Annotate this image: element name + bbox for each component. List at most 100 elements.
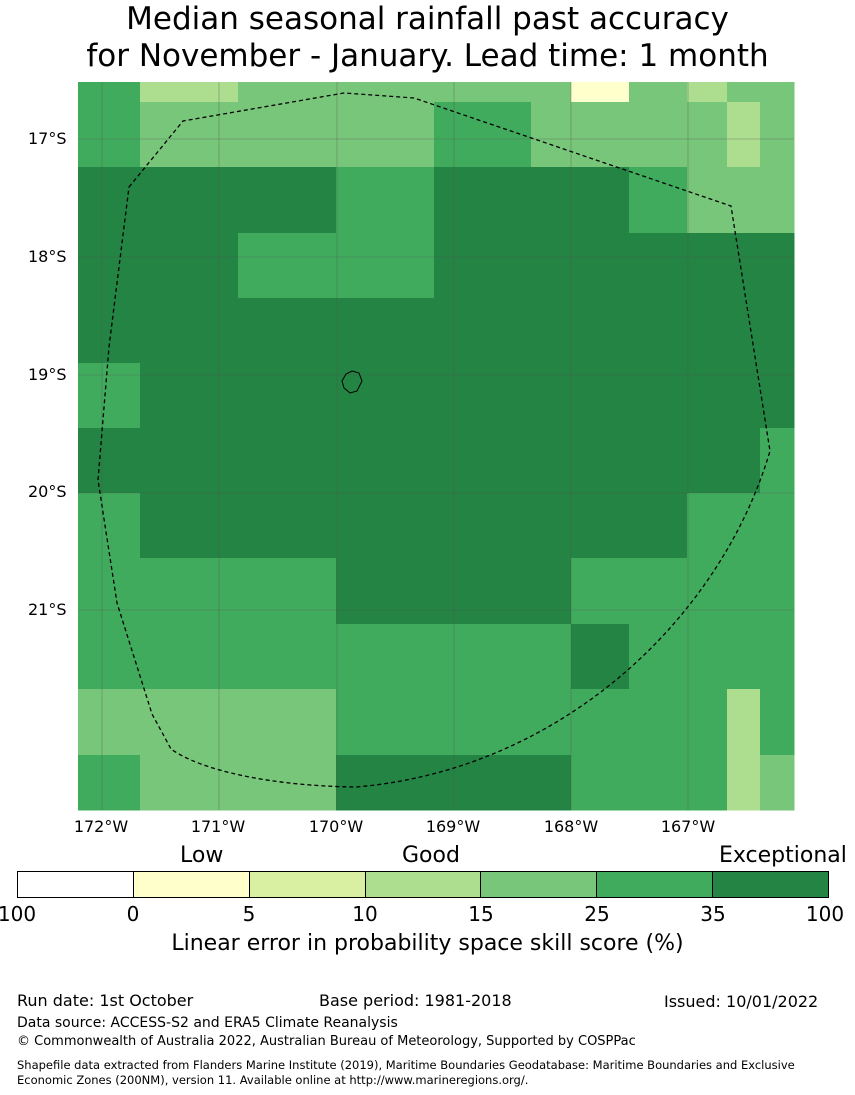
- grid-cell: [238, 102, 337, 168]
- grid-cell: [531, 298, 572, 364]
- grid-cell: [434, 689, 532, 756]
- grid-cell: [140, 82, 239, 103]
- grid-cell: [434, 82, 532, 103]
- grid-cell: [336, 624, 435, 690]
- grid-cell: [687, 428, 728, 494]
- eez-boundary: [97, 92, 771, 788]
- grid-cell: [629, 558, 688, 625]
- colorbar-segment: [249, 872, 366, 897]
- colorbar-tick: 100: [805, 902, 845, 926]
- grid-cell: [687, 82, 728, 103]
- grid-cell: [571, 558, 630, 625]
- grid-cell: [336, 102, 435, 168]
- grid-cell: [434, 102, 532, 168]
- grid-cell: [238, 233, 337, 299]
- colorbar-segment: [597, 872, 714, 897]
- grid-cell: [571, 298, 630, 364]
- grid-cell: [238, 298, 337, 364]
- grid-cell: [78, 363, 141, 429]
- grid-cell: [531, 689, 572, 756]
- grid-cell: [531, 82, 572, 103]
- grid-cell: [629, 82, 688, 103]
- grid-cell: [336, 363, 435, 429]
- grid-cell: [78, 233, 141, 299]
- grid-cell: [78, 493, 141, 559]
- grid-cell: [687, 167, 728, 234]
- grid-cell: [336, 428, 435, 494]
- grid-cell: [629, 428, 688, 494]
- grid-cell: [140, 298, 239, 364]
- grid-cell: [434, 167, 532, 234]
- legend-category-exceptional: Exceptional: [719, 843, 847, 868]
- grid-cell: [238, 82, 337, 103]
- colorbar: [17, 871, 829, 898]
- grid-cell: [760, 363, 795, 429]
- grid-cell: [140, 102, 239, 168]
- grid-cell: [760, 167, 795, 234]
- grid-cell: [629, 755, 688, 811]
- grid-cell: [78, 428, 141, 494]
- grid-cell: [629, 233, 688, 299]
- lon-label-172w: 172°W: [73, 817, 129, 836]
- grid-cell: [727, 558, 761, 625]
- base-period: Base period: 1981-2018: [319, 991, 512, 1010]
- lon-label-170w: 170°W: [308, 817, 364, 836]
- lon-label-171w: 171°W: [190, 817, 246, 836]
- grid-cell: [571, 363, 630, 429]
- grid-cell: [727, 298, 761, 364]
- grid-cell: [760, 102, 795, 168]
- grid-cell: [571, 233, 630, 299]
- colorbar-segment: [365, 872, 482, 897]
- grid-cell: [571, 167, 630, 234]
- grid-cell: [434, 558, 532, 625]
- issued-date: Issued: 10/01/2022: [664, 992, 819, 1011]
- colorbar-tick: 15: [468, 902, 494, 926]
- title-line-1: Median seasonal rainfall past accuracy: [126, 1, 729, 37]
- grid-cell: [434, 298, 532, 364]
- grid-cell: [140, 558, 239, 625]
- grid-cell: [727, 363, 761, 429]
- grid-cell: [687, 755, 728, 811]
- grid-cell: [434, 624, 532, 690]
- colorbar-tick: 35: [700, 902, 726, 926]
- colorbar-segment: [133, 872, 250, 897]
- skill-map: [78, 82, 795, 811]
- grid-cell: [336, 493, 435, 559]
- data-source: Data source: ACCESS-S2 and ERA5 Climate …: [17, 1015, 398, 1031]
- grid-cell: [531, 755, 572, 811]
- grid-cell: [629, 298, 688, 364]
- grid-cell: [727, 82, 761, 103]
- grid-cell: [760, 689, 795, 756]
- grid-cell: [140, 363, 239, 429]
- colorbar-tick: 0: [126, 902, 140, 926]
- shapefile-credit-line-2: Economic Zones (200NM), version 11. Avai…: [17, 1073, 529, 1087]
- grid-cell: [687, 689, 728, 756]
- colorbar-title: Linear error in probability space skill …: [171, 931, 684, 956]
- grid-cell: [434, 233, 532, 299]
- grid-cell: [78, 689, 141, 756]
- grid-cell: [531, 167, 572, 234]
- lat-label-19s: 19°S: [28, 365, 67, 384]
- island-outline: [341, 370, 363, 394]
- legend-category-good: Good: [402, 843, 460, 868]
- copyright: © Commonwealth of Australia 2022, Austra…: [17, 1034, 636, 1049]
- grid-cell: [238, 363, 337, 429]
- lat-label-18s: 18°S: [28, 247, 67, 266]
- grid-cell: [531, 493, 572, 559]
- grid-cell: [78, 167, 141, 234]
- grid-cell: [727, 493, 761, 559]
- grid-cell: [727, 689, 761, 756]
- grid-cell: [78, 558, 141, 625]
- grid-cell: [78, 102, 141, 168]
- grid-cell: [434, 493, 532, 559]
- lon-label-167w: 167°W: [660, 817, 716, 836]
- grid-cell: [238, 493, 337, 559]
- grid-cell: [336, 689, 435, 756]
- colorbar-tick: 100: [0, 902, 37, 926]
- grid-cell: [238, 558, 337, 625]
- grid-cell: [760, 493, 795, 559]
- grid-cell: [531, 558, 572, 625]
- legend-category-low: Low: [180, 843, 224, 868]
- grid-cell: [760, 755, 795, 811]
- grid-cell: [687, 363, 728, 429]
